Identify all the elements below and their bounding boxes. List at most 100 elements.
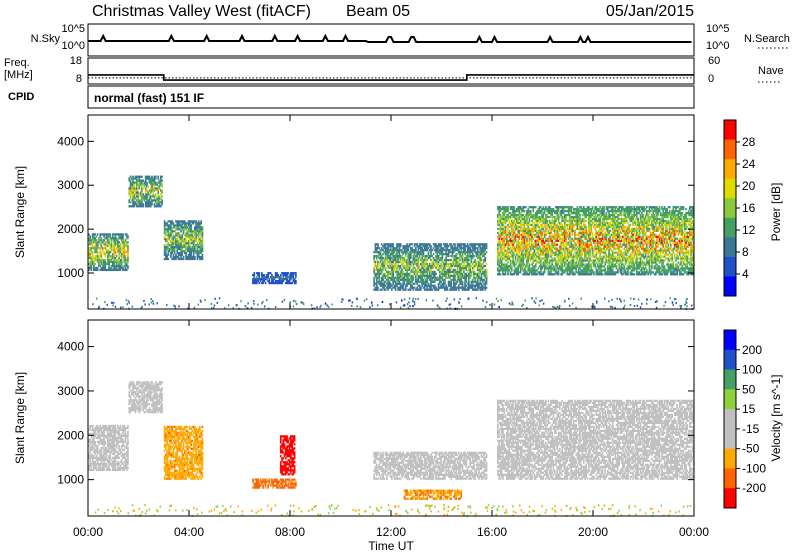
power-cell <box>589 249 591 252</box>
power-cell <box>421 262 423 266</box>
power-cell <box>585 227 588 230</box>
power-cell <box>519 208 522 211</box>
power-cell <box>447 251 450 254</box>
power-cell <box>284 272 287 275</box>
power-cell <box>464 259 466 262</box>
power-cell <box>409 288 412 291</box>
power-cell <box>109 260 112 264</box>
power-cell <box>267 280 269 283</box>
power-cell <box>257 272 259 275</box>
power-cell <box>548 212 551 215</box>
power-cell <box>499 251 502 254</box>
power-cell <box>411 260 413 264</box>
power-cell <box>447 280 450 283</box>
power-cell <box>388 245 391 248</box>
power-cell <box>533 265 536 268</box>
power-cell <box>538 208 541 211</box>
power-cell <box>196 226 199 229</box>
power-cell <box>538 231 541 234</box>
power-cell <box>569 214 571 217</box>
power-cell <box>510 229 513 232</box>
power-cell <box>399 249 402 252</box>
power-cell <box>431 278 434 281</box>
power-cell <box>402 251 405 254</box>
power-cell <box>461 247 464 250</box>
power-cell <box>165 248 167 251</box>
power-cell <box>380 259 383 262</box>
power-cell <box>441 247 444 250</box>
power-cell <box>281 280 283 283</box>
power-cell <box>596 269 599 272</box>
power-cell <box>445 259 447 262</box>
power-cell <box>425 245 427 248</box>
power-cell <box>516 235 518 238</box>
power-cell <box>170 242 172 245</box>
power-cell <box>534 219 537 223</box>
power-cell <box>391 276 393 279</box>
power-cell <box>502 253 504 256</box>
power-cell <box>476 274 479 277</box>
power-cell <box>564 243 566 246</box>
power-cell <box>470 274 473 277</box>
power-cell <box>556 235 559 238</box>
power-cell <box>380 249 383 252</box>
power-cell <box>431 255 434 258</box>
power-cell <box>128 189 131 192</box>
power-cell <box>508 249 511 252</box>
power-region <box>128 175 163 208</box>
power-cell <box>430 264 432 268</box>
power-cell <box>521 229 523 232</box>
power-cell <box>404 247 407 250</box>
power-cell <box>183 238 186 241</box>
power-cell <box>450 270 452 273</box>
power-cell <box>388 280 391 283</box>
power-cell <box>454 257 456 260</box>
power-cell <box>498 273 500 276</box>
power-cell <box>402 284 405 287</box>
power-cell <box>497 221 499 225</box>
power-cell <box>427 264 430 268</box>
power-cell <box>428 278 431 281</box>
power-cell <box>399 266 402 270</box>
power-cell <box>480 278 483 281</box>
power-cell <box>147 185 149 188</box>
power-cell <box>528 212 531 215</box>
power-cell <box>540 267 542 270</box>
power-cell <box>571 227 574 230</box>
power-cell <box>499 247 502 250</box>
power-cell <box>154 187 157 190</box>
power-cell <box>509 223 512 227</box>
power-cell <box>517 249 519 252</box>
power-cell <box>278 276 281 279</box>
power-cell <box>524 235 527 238</box>
power-cell <box>109 268 112 271</box>
power-cell <box>534 214 537 217</box>
power-cell <box>446 249 449 252</box>
power-cell <box>375 284 378 287</box>
power-cell <box>406 260 408 264</box>
power-cell <box>167 236 170 239</box>
power-cell <box>263 274 266 277</box>
power-cell <box>449 259 451 262</box>
power-cell <box>404 253 407 256</box>
power-cell <box>200 234 203 237</box>
power-cell <box>478 272 480 275</box>
power-cell <box>479 266 482 270</box>
power-cell <box>522 249 524 252</box>
power-cell <box>187 232 190 235</box>
power-cell <box>463 260 465 264</box>
power-cell <box>194 220 196 223</box>
power-cell <box>382 274 384 277</box>
power-cell <box>118 260 120 264</box>
power-cell <box>585 216 588 219</box>
power-cell <box>432 247 435 250</box>
power-cell <box>110 257 113 260</box>
power-cell <box>373 259 375 262</box>
power-cell <box>533 245 536 248</box>
power-cell <box>480 282 483 285</box>
power-cell <box>91 247 94 250</box>
power-cell <box>377 243 379 246</box>
power-cell <box>195 230 197 233</box>
power-cell <box>185 240 187 243</box>
power-cell <box>447 249 450 252</box>
